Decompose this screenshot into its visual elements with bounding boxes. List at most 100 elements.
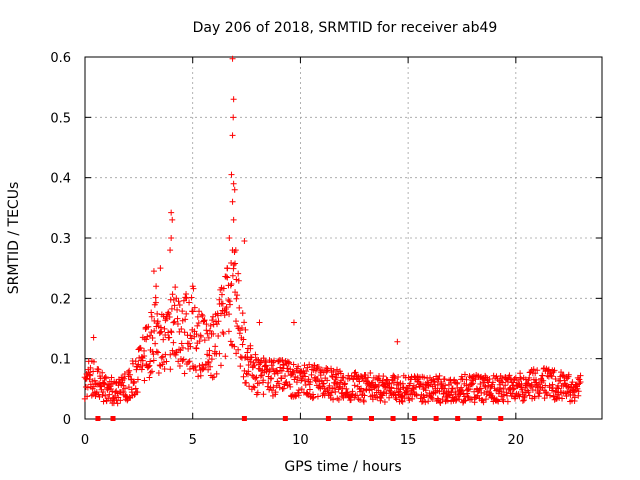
data-point: [114, 400, 121, 407]
data-point: [185, 359, 192, 366]
data-point: [361, 392, 368, 399]
data-point: [223, 304, 230, 311]
data-point: [320, 380, 327, 387]
data-point: [548, 373, 555, 380]
data-point: [169, 347, 176, 354]
data-point: [130, 379, 137, 386]
data-point: [170, 339, 177, 346]
data-point: [201, 317, 208, 324]
data-point: [529, 387, 536, 394]
data-point: [482, 396, 489, 403]
data-point: [196, 308, 203, 315]
data-point: [180, 297, 187, 304]
data-point: [334, 380, 341, 387]
data-point: [316, 378, 323, 385]
data-point: [340, 374, 347, 381]
data-point: [441, 385, 448, 392]
data-point: [304, 364, 311, 371]
data-point: [378, 391, 385, 398]
data-point: [467, 374, 474, 381]
data-point: [146, 374, 153, 381]
data-point: [245, 368, 252, 375]
data-point: [146, 362, 153, 369]
data-point: [225, 296, 232, 303]
data-point: [132, 358, 139, 365]
data-point: [283, 378, 290, 385]
data-point: [298, 376, 305, 383]
data-point: [229, 55, 236, 62]
data-point: [516, 393, 523, 400]
data-point: [242, 326, 249, 333]
data-point: [239, 341, 246, 348]
data-point: [231, 343, 238, 350]
data-point: [235, 346, 242, 353]
data-point: [225, 328, 232, 335]
data-point: [521, 394, 528, 401]
data-point: [150, 351, 157, 358]
data-point: [571, 394, 578, 401]
data-point: [204, 358, 211, 365]
data-point: [559, 395, 566, 402]
data-point: [456, 391, 463, 398]
data-point: [189, 283, 196, 290]
data-point: [193, 331, 200, 338]
data-point: [240, 373, 247, 380]
data-point: [287, 383, 294, 390]
gap-marker: [455, 416, 461, 421]
data-point: [399, 398, 406, 405]
data-point: [108, 374, 115, 381]
x-tick-label: 15: [400, 433, 417, 448]
data-point: [538, 379, 545, 386]
data-point: [275, 380, 282, 387]
data-point: [95, 366, 102, 373]
data-point: [157, 329, 164, 336]
data-point: [511, 385, 518, 392]
data-point: [251, 362, 258, 369]
data-point: [306, 386, 313, 393]
data-point: [235, 270, 242, 277]
data-point: [153, 348, 160, 355]
data-point: [388, 384, 395, 391]
data-point: [233, 295, 240, 302]
data-point: [317, 372, 324, 379]
data-point: [154, 310, 161, 317]
data-point: [186, 299, 193, 306]
data-point: [215, 318, 222, 325]
data-point: [407, 380, 414, 387]
y-tick-label: 0: [63, 413, 71, 428]
data-point: [256, 380, 263, 387]
data-point: [294, 374, 301, 381]
data-point: [555, 385, 562, 392]
data-point: [575, 388, 582, 395]
x-tick-label: 10: [292, 433, 309, 448]
data-point: [399, 384, 406, 391]
data-point: [562, 382, 569, 389]
data-point: [196, 362, 203, 369]
data-point: [459, 387, 466, 394]
data-point: [334, 366, 341, 373]
y-tick-label: 0.6: [50, 51, 71, 66]
data-point: [441, 376, 448, 383]
data-point: [230, 261, 237, 268]
data-point: [458, 384, 465, 391]
data-point: [284, 365, 291, 372]
data-point: [282, 372, 289, 379]
data-point: [311, 362, 318, 369]
data-point: [264, 383, 271, 390]
data-point: [386, 380, 393, 387]
data-point: [248, 354, 255, 361]
data-point: [316, 383, 323, 390]
data-point: [186, 366, 193, 373]
gap-marker: [412, 416, 418, 421]
data-point: [403, 388, 410, 395]
data-point: [565, 371, 572, 378]
data-point: [236, 304, 243, 311]
data-point: [445, 388, 452, 395]
data-point: [504, 398, 511, 405]
chart-title: Day 206 of 2018, SRMTID for receiver ab4…: [193, 20, 498, 36]
data-point: [476, 386, 483, 393]
data-point: [247, 345, 254, 352]
data-point: [279, 385, 286, 392]
data-point: [360, 398, 367, 405]
data-point: [470, 380, 477, 387]
